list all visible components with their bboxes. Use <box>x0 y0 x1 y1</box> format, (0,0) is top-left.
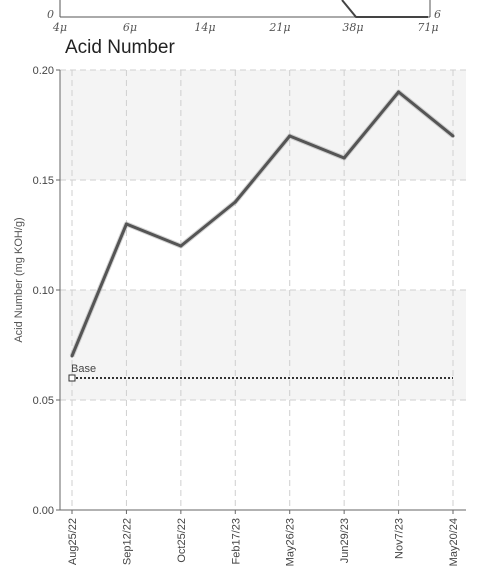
data-point <box>288 134 292 138</box>
y-tick-label: 0.00 <box>33 505 54 517</box>
data-point <box>233 200 237 204</box>
data-point <box>397 90 401 94</box>
prev-x-tick-label: 14μ <box>194 21 215 34</box>
x-tick-label: May26/23 <box>285 518 297 566</box>
y-axis-label: Acid Number (mg KOH/g) <box>13 217 25 342</box>
data-point <box>124 222 128 226</box>
x-tick-label: Jun29/23 <box>339 518 351 563</box>
data-point <box>70 354 74 358</box>
plot-band <box>60 290 466 400</box>
series <box>69 89 455 358</box>
prev-y-right-label: 6 <box>434 8 441 21</box>
prev-x-tick-label: 6μ <box>123 21 137 34</box>
x-tick-label: Nov7/23 <box>394 518 406 559</box>
series-line <box>70 90 454 357</box>
x-tick-label: Feb17/23 <box>230 518 242 564</box>
previous-chart-fragment: 0 6 4μ 6μ 14μ 21μ 38μ 71μ <box>47 0 441 34</box>
prev-x-tick-label: 71μ <box>417 21 438 34</box>
y-tick-label: 0.20 <box>33 65 54 77</box>
prev-x-tick-label: 21μ <box>268 21 290 34</box>
baseline: Base <box>68 363 453 382</box>
plot-band <box>60 70 466 180</box>
x-tick-label: May20/24 <box>448 518 460 566</box>
baseline-marker <box>68 374 76 382</box>
y-tick-label: 0.15 <box>33 175 54 187</box>
y-ticks: 0.00 0.05 0.10 0.15 0.20 <box>33 65 60 517</box>
y-tick-label: 0.10 <box>33 285 54 297</box>
prev-y-bottom-label: 0 <box>47 8 54 21</box>
data-point <box>342 156 346 160</box>
x-tick-label: Oct25/22 <box>176 518 188 563</box>
prev-x-tick-label: 38μ <box>342 21 363 34</box>
x-tick-label: Sep12/22 <box>121 518 133 565</box>
prev-x-ticks: 4μ 6μ 14μ 21μ 38μ 71μ <box>52 21 439 34</box>
x-ticks: Aug25/22 Sep12/22 Oct25/22 Feb17/23 May26/23… <box>67 510 460 566</box>
x-tick-label: Aug25/22 <box>67 518 79 565</box>
prev-x-tick-label: 4μ <box>52 21 67 34</box>
baseline-label: Base <box>71 363 96 375</box>
grid-lines <box>60 69 466 511</box>
y-tick-label: 0.05 <box>33 395 54 407</box>
data-point <box>179 244 183 248</box>
prev-line <box>341 0 428 18</box>
chart-title: Acid Number <box>65 37 175 58</box>
data-point <box>451 134 455 138</box>
